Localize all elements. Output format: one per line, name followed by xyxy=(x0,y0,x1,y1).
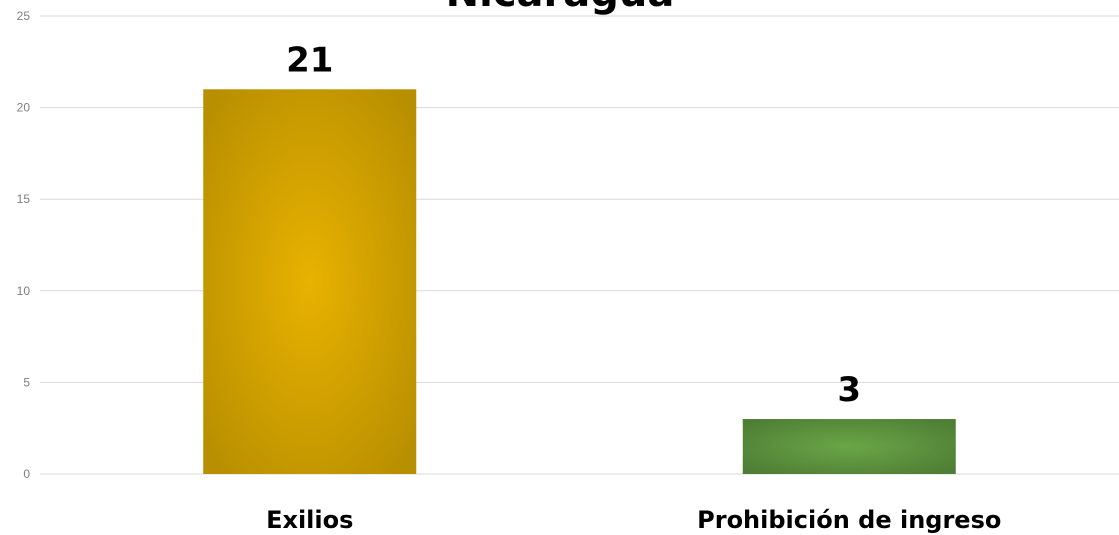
y-tick-label: 25 xyxy=(17,9,31,23)
data-label-0: 21 xyxy=(286,40,333,80)
y-tick-label: 20 xyxy=(17,101,31,115)
bar-0 xyxy=(203,89,417,474)
x-category-label-1: Prohibición de ingreso xyxy=(697,506,1001,534)
x-category-label-0: Exilios xyxy=(266,506,353,534)
y-tick-label: 10 xyxy=(17,284,31,298)
bars xyxy=(203,89,956,474)
x-axis-category-labels: Exilios Prohibición de ingreso xyxy=(266,506,1001,534)
data-labels: 21 3 xyxy=(286,40,861,410)
y-tick-label: 15 xyxy=(17,192,31,206)
y-axis-tick-labels: 0 5 10 15 20 25 xyxy=(17,9,31,481)
bar-1 xyxy=(742,419,956,474)
gridlines xyxy=(40,15,1119,475)
data-label-1: 3 xyxy=(837,370,861,410)
y-tick-label: 5 xyxy=(23,375,30,389)
chart-title: Nicaragua xyxy=(446,0,675,16)
y-tick-label: 0 xyxy=(23,467,30,481)
